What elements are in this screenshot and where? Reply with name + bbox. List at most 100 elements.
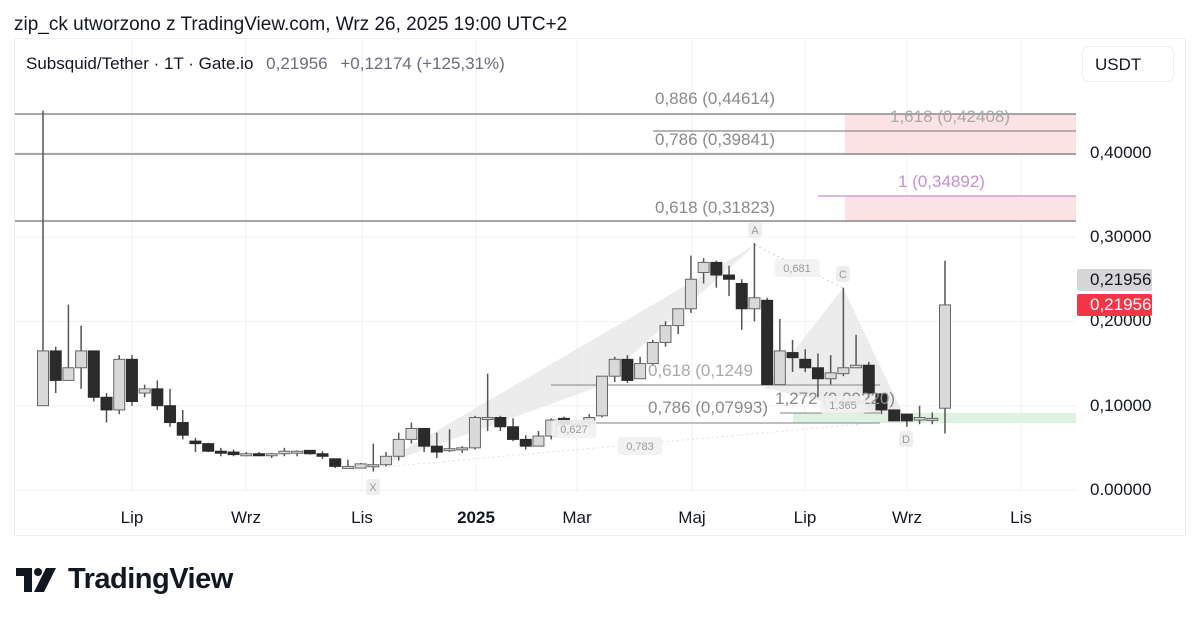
fib-level-label: 1,618 (0,42408) <box>890 107 1010 126</box>
ratio-badge-text: 0,681 <box>783 263 811 275</box>
candle-body <box>87 350 100 398</box>
candle-body <box>380 455 393 466</box>
candle-body <box>621 358 634 381</box>
candle-body <box>37 350 49 407</box>
last-price: 0,21956 <box>266 54 328 73</box>
ratio-badge <box>774 259 820 277</box>
candle-body <box>850 364 863 369</box>
ratio-badge <box>617 437 663 455</box>
candle-body <box>341 465 354 469</box>
pattern-point-badge <box>899 431 913 447</box>
time-axis-label: 2025 <box>457 508 495 527</box>
target-zone <box>845 114 1076 155</box>
pattern-point-label: X <box>369 482 377 494</box>
fib-level-label: 0,886 (0,44614) <box>655 89 775 108</box>
candle-body <box>392 438 405 457</box>
ratio-badge <box>820 396 866 414</box>
candle-body <box>494 417 507 428</box>
candle-body <box>672 308 685 327</box>
tradingview-wordmark: TradingView <box>68 563 233 595</box>
candle-body <box>634 363 647 380</box>
candle-body <box>837 367 850 375</box>
candle-body <box>303 449 316 455</box>
candle-body <box>418 427 431 447</box>
candle-body <box>799 358 812 369</box>
time-axis-label: Lip <box>120 508 144 527</box>
price-axis-label: 0.00000 <box>1090 480 1152 499</box>
pattern-point-badge <box>836 266 850 282</box>
prev-close-price-tag: 0,21956 <box>1077 269 1152 291</box>
candle-body <box>367 464 380 468</box>
candle-body <box>125 358 138 402</box>
time-axis-label: Wrz <box>892 508 922 527</box>
candle-body <box>761 299 774 386</box>
pattern-point-label: A <box>751 225 759 237</box>
candle-body <box>710 261 723 276</box>
candle-body <box>176 422 189 436</box>
symbol-legend: Subsquid/Tether · 1T · Gate.io 0,21956 +… <box>26 54 505 74</box>
fib-level-label: 0,786 (0,07993) <box>648 398 768 417</box>
candle-body <box>481 417 494 421</box>
ac-dotted <box>754 244 844 289</box>
candle-body <box>532 435 545 447</box>
candle-body <box>875 393 888 411</box>
candle-body <box>62 367 75 381</box>
candle-body <box>329 458 342 467</box>
candle-body <box>748 297 761 310</box>
candle-body <box>227 451 240 456</box>
pattern-point-label: C <box>839 269 847 281</box>
candle-body <box>430 445 443 453</box>
candle-body <box>913 417 926 421</box>
last-price-tag: 0,21956 <box>1077 294 1152 316</box>
time-axis-label: Maj <box>678 508 706 527</box>
tradingview-logo[interactable]: TradingView <box>16 563 233 596</box>
chart-frame <box>14 38 1186 536</box>
time-axis-label: Mar <box>562 508 592 527</box>
candle-body <box>354 463 367 469</box>
candle-body <box>735 282 748 310</box>
time-axis-label: Wrz <box>231 508 261 527</box>
candle-body <box>646 341 659 365</box>
candle-body <box>240 453 253 457</box>
symbol-title[interactable]: Subsquid/Tether · 1T · Gate.io <box>26 54 254 73</box>
ratio-badge <box>551 420 597 438</box>
candle-body <box>113 358 126 411</box>
candle-body <box>608 358 621 377</box>
candle-body <box>138 388 151 394</box>
candle-body <box>278 450 291 455</box>
candle-body <box>888 409 901 422</box>
candle-body <box>151 388 164 407</box>
attribution-header: zip_ck utworzono z TradingView.com, Wrz … <box>14 14 568 35</box>
candle-body <box>507 426 520 440</box>
candle-body <box>75 350 88 369</box>
candle-body <box>202 443 215 452</box>
pattern-point-badge <box>366 479 380 495</box>
candle-body <box>468 417 481 449</box>
time-axis-label: Lis <box>1010 508 1032 527</box>
fib-level-label: 0,618 (0,31823) <box>655 198 775 217</box>
candle-body <box>49 350 62 381</box>
candle-body <box>316 453 329 457</box>
candle-body <box>723 274 736 280</box>
candle-body <box>189 440 202 445</box>
candle-body <box>265 453 278 457</box>
candle-body <box>773 350 786 386</box>
xd-dotted <box>372 419 907 469</box>
candle-body <box>291 450 304 454</box>
candle-body <box>824 372 837 380</box>
candle-body <box>900 413 913 422</box>
candle-body <box>443 448 456 452</box>
time-axis-label: Lip <box>793 508 817 527</box>
candle-body <box>214 450 227 454</box>
time-axis-label: Lis <box>351 508 373 527</box>
fib-level-label: 0,618 (0,1249 <box>648 361 753 380</box>
candle-body <box>595 375 608 417</box>
fib-level-label: 1 (0,34892) <box>898 172 985 191</box>
candle-body <box>405 427 418 440</box>
candle-body <box>786 352 799 359</box>
price-axis-label: 0,40000 <box>1090 143 1152 162</box>
tradingview-logo-icon <box>16 567 56 592</box>
ratio-badge-text: 1,365 <box>829 400 857 412</box>
currency-button[interactable]: USDT <box>1082 46 1174 82</box>
